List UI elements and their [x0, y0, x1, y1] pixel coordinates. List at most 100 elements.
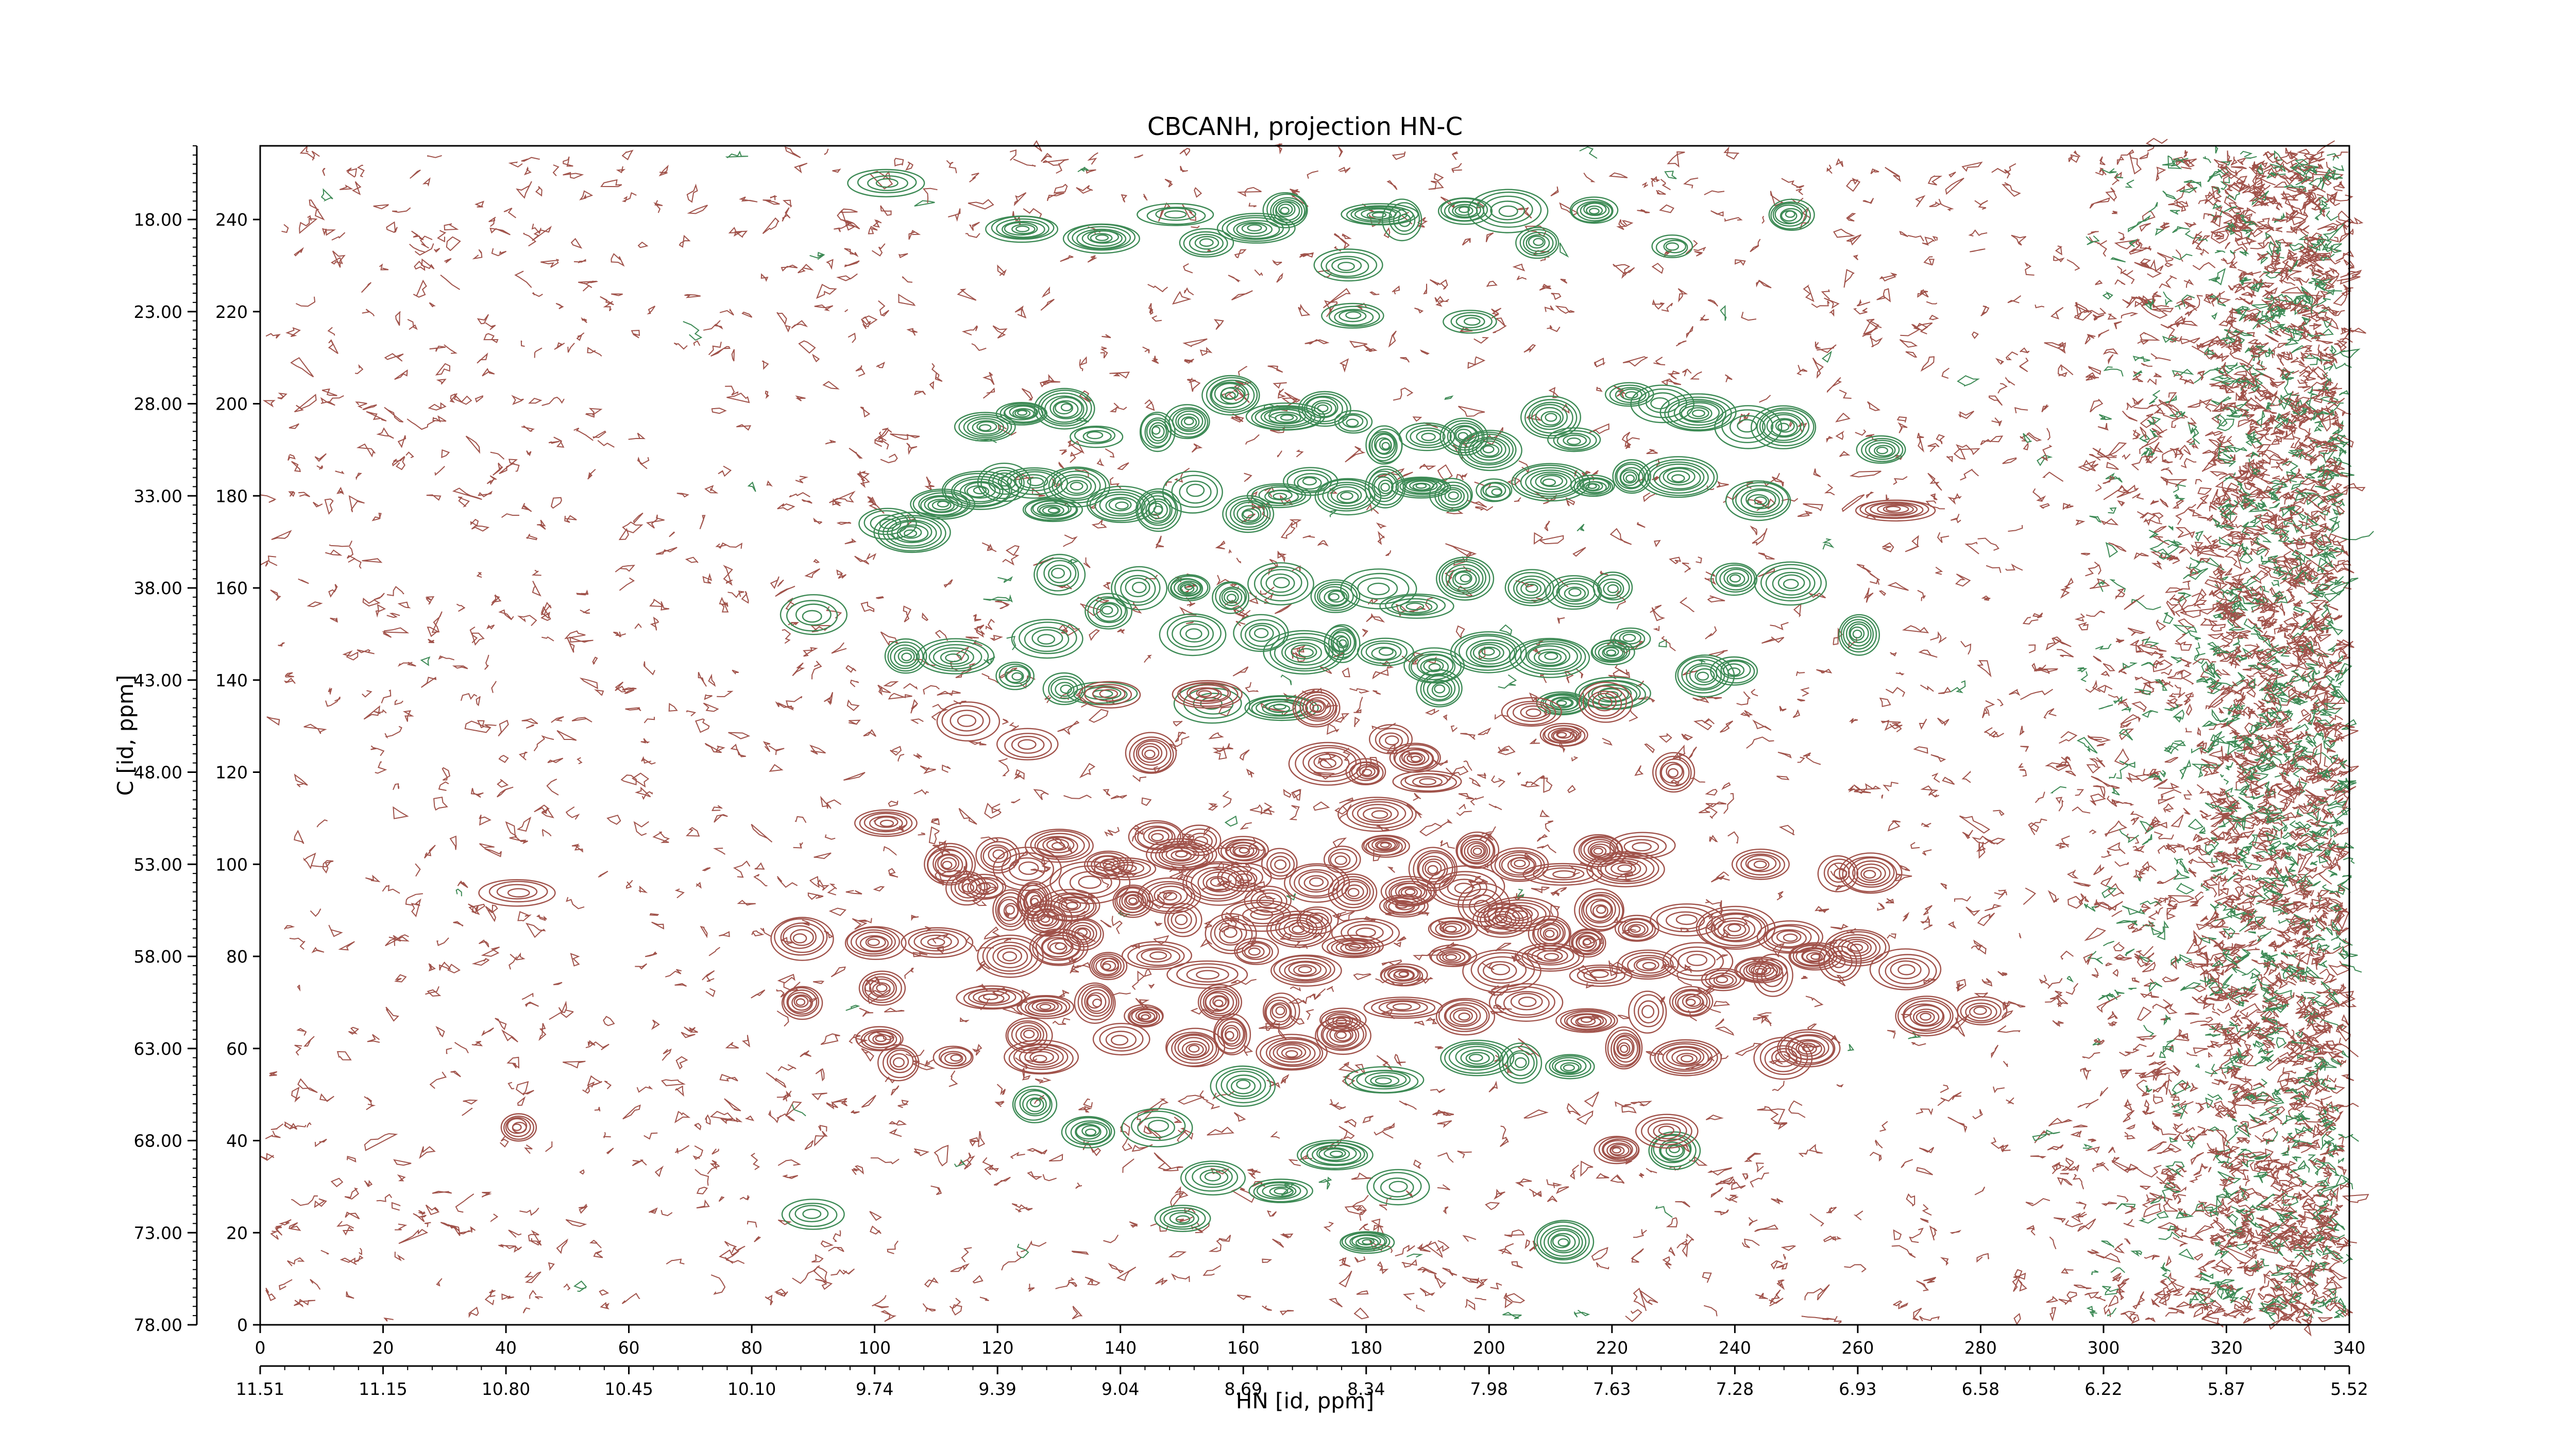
- noise-contour: [306, 1122, 312, 1128]
- noise-contour: [2291, 1193, 2308, 1201]
- noise-contour: [2165, 1255, 2172, 1267]
- noise-contour: [1104, 827, 1120, 837]
- noise-contour: [2162, 896, 2176, 903]
- noise-contour: [2003, 1001, 2026, 1008]
- noise-contour: [2340, 276, 2361, 285]
- noise-contour: [2240, 500, 2251, 510]
- noise-contour: [2290, 1094, 2303, 1100]
- noise-contour: [1916, 1280, 1929, 1291]
- noise-contour: [592, 656, 598, 665]
- noise-contour: [1131, 981, 1139, 990]
- noise-contour: [2323, 612, 2342, 620]
- noise-contour: [1498, 747, 1509, 753]
- noise-contour: [615, 681, 626, 693]
- noise-contour: [2315, 1096, 2332, 1105]
- noise-contour: [364, 1133, 398, 1151]
- noise-contour: [2049, 990, 2063, 1000]
- noise-contour: [2293, 746, 2300, 755]
- noise-contour: [813, 1266, 827, 1284]
- noise-contour: [1207, 1126, 1234, 1136]
- noise-contour: [1283, 788, 1292, 798]
- noise-contour: [2263, 235, 2277, 249]
- noise-contour: [2320, 445, 2338, 452]
- noise-contour: [2177, 546, 2195, 555]
- noise-contour: [1572, 547, 1586, 557]
- noise-contour: [1897, 422, 1908, 433]
- noise-contour: [2324, 1001, 2341, 1010]
- noise-contour: [1376, 522, 1387, 529]
- noise-contour: [2211, 960, 2224, 967]
- noise-contour: [747, 481, 756, 492]
- noise-contour: [2202, 156, 2212, 163]
- noise-contour: [2203, 831, 2226, 846]
- noise-contour: [1887, 582, 1909, 591]
- noise-contour: [2315, 411, 2331, 432]
- noise-contour: [1720, 1054, 1729, 1060]
- noise-contour: [1633, 1229, 1647, 1238]
- noise-contour: [521, 718, 538, 724]
- noise-contour: [393, 806, 409, 819]
- noise-contour: [611, 293, 623, 296]
- noise-contour: [1658, 733, 1672, 743]
- noise-contour: [2274, 417, 2290, 429]
- noise-contour: [2228, 1038, 2246, 1045]
- noise-contour: [2217, 1288, 2224, 1300]
- noise-contour: [2065, 983, 2079, 995]
- noise-contour: [815, 1278, 833, 1290]
- noise-contour: [1388, 330, 1397, 348]
- noise-contour: [696, 1187, 708, 1194]
- noise-contour: [2208, 1126, 2219, 1131]
- noise-contour: [658, 164, 669, 177]
- noise-contour: [2084, 1291, 2099, 1299]
- noise-contour: [698, 672, 707, 687]
- noise-contour: [1305, 993, 1316, 1003]
- noise-contour: [849, 1034, 861, 1044]
- noise-contour: [1373, 1224, 1384, 1231]
- noise-contour: [844, 260, 860, 267]
- noise-contour: [2245, 1288, 2256, 1308]
- noise-contour: [2128, 214, 2151, 232]
- noise-contour: [829, 491, 856, 503]
- noise-contour: [1985, 700, 1995, 716]
- noise-contour: [2256, 974, 2263, 990]
- noise-contour: [563, 172, 584, 179]
- noise-contour: [356, 443, 376, 458]
- noise-contour: [2177, 618, 2195, 630]
- noise-contour: [1272, 1238, 1284, 1248]
- noise-contour: [2227, 872, 2239, 882]
- noise-contour: [1929, 201, 1941, 207]
- noise-contour: [1284, 392, 1301, 403]
- noise-contours: [260, 138, 2374, 1337]
- noise-contour: [1808, 1143, 1823, 1154]
- noise-contour: [1331, 1104, 1346, 1110]
- noise-contour: [1560, 278, 1568, 284]
- noise-contour: [394, 938, 401, 946]
- noise-contour: [2340, 1182, 2350, 1190]
- noise-contour: [699, 515, 706, 530]
- noise-contour: [1853, 1210, 1863, 1221]
- noise-contour: [1848, 1043, 1855, 1051]
- noise-contour: [2020, 688, 2054, 700]
- noise-contour: [1546, 1179, 1563, 1188]
- noise-contour: [2300, 1229, 2308, 1238]
- noise-contour: [2186, 938, 2200, 954]
- noise-contour: [1529, 1240, 1538, 1252]
- noise-contour: [683, 321, 703, 341]
- noise-contour: [2336, 1059, 2347, 1068]
- noise-contour: [2338, 1157, 2345, 1164]
- noise-contour: [1437, 1120, 1452, 1128]
- noise-contour: [2145, 1317, 2156, 1323]
- noise-contour: [2172, 1195, 2181, 1204]
- noise-contour: [2319, 627, 2333, 632]
- noise-contour: [2269, 1116, 2286, 1124]
- noise-contour: [1781, 178, 1804, 189]
- noise-contour: [2184, 692, 2194, 705]
- noise-contour: [327, 327, 335, 336]
- noise-contour: [2223, 453, 2233, 460]
- noise-contour: [2078, 893, 2089, 905]
- noise-contour: [1776, 1262, 1788, 1270]
- noise-contour: [696, 1199, 710, 1209]
- noise-contour: [2167, 669, 2192, 680]
- noise-contour: [1940, 1257, 1949, 1266]
- noise-contour: [498, 609, 514, 620]
